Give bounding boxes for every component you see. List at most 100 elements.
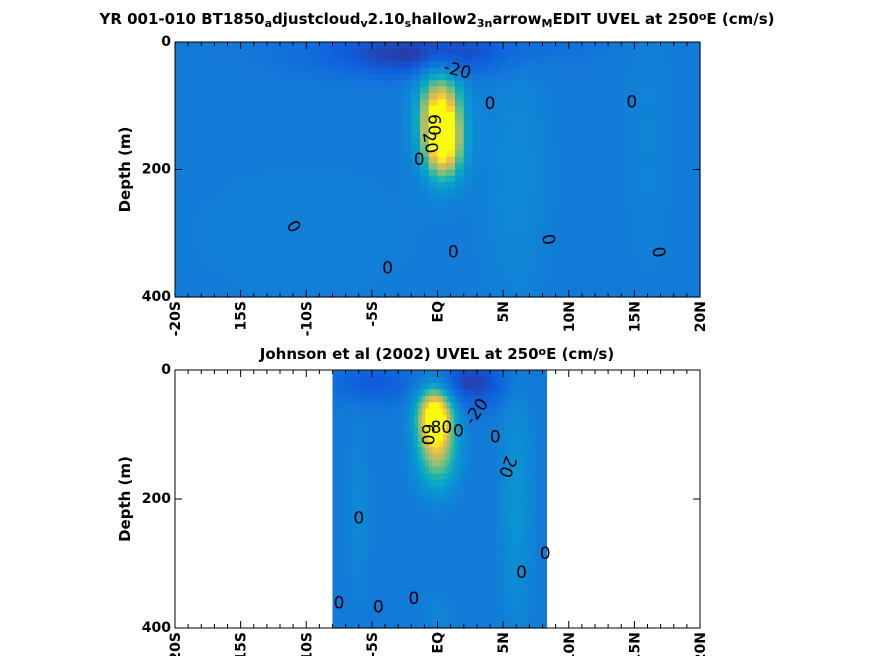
heatmap-cell bbox=[376, 124, 386, 132]
heatmap-cell bbox=[339, 473, 344, 481]
x-tick-label: 15N bbox=[627, 301, 643, 332]
heatmap-cell bbox=[402, 156, 412, 164]
heatmap-cell bbox=[471, 486, 476, 494]
heatmap-cell bbox=[227, 118, 237, 126]
heatmap-cell bbox=[350, 118, 360, 126]
heatmap-cell bbox=[446, 61, 456, 69]
heatmap-cell bbox=[568, 112, 579, 120]
heatmap-cell bbox=[481, 105, 491, 113]
heatmap-cell bbox=[621, 233, 631, 241]
heatmap-cell bbox=[472, 252, 482, 260]
heatmap-cell bbox=[568, 220, 579, 228]
heatmap-cell bbox=[371, 544, 376, 552]
heatmap-cell bbox=[403, 382, 408, 390]
heatmap-cell bbox=[577, 220, 587, 228]
heatmap-cell bbox=[332, 550, 337, 558]
heatmap-cell bbox=[420, 156, 430, 164]
heatmap-cell bbox=[367, 118, 377, 126]
heatmap-cell bbox=[376, 48, 386, 56]
heatmap-cell bbox=[435, 595, 441, 603]
heatmap-cell bbox=[361, 447, 366, 455]
heatmap-cell bbox=[323, 118, 334, 126]
heatmap-cell bbox=[586, 252, 596, 260]
heatmap-cell bbox=[542, 67, 552, 75]
heatmap-cell bbox=[253, 214, 264, 222]
heatmap-cell bbox=[339, 557, 344, 565]
heatmap-cell bbox=[358, 137, 369, 145]
heatmap-cell bbox=[516, 118, 526, 126]
heatmap-cell bbox=[361, 434, 366, 442]
heatmap-cell bbox=[507, 421, 512, 429]
heatmap-cell bbox=[514, 440, 519, 448]
heatmap-cell bbox=[385, 376, 391, 384]
heatmap-cell bbox=[510, 602, 515, 610]
heatmap-cell bbox=[467, 531, 473, 539]
heatmap-cell bbox=[475, 544, 480, 552]
heatmap-cell bbox=[471, 460, 476, 468]
heatmap-cell bbox=[403, 589, 408, 597]
heatmap-cell bbox=[467, 415, 473, 423]
heatmap-cell bbox=[396, 537, 401, 545]
heatmap-cell bbox=[357, 389, 362, 397]
heatmap-cell bbox=[463, 252, 474, 260]
heatmap-cell bbox=[551, 93, 561, 100]
heatmap-cell bbox=[236, 188, 246, 196]
heatmap-cell bbox=[577, 226, 587, 234]
heatmap-cell bbox=[428, 434, 433, 442]
heatmap-cell bbox=[175, 156, 185, 164]
heatmap-cell bbox=[528, 447, 533, 455]
heatmap-cell bbox=[350, 233, 360, 241]
heatmap-cell bbox=[691, 54, 701, 62]
heatmap-cell bbox=[428, 188, 439, 196]
heatmap-cell bbox=[510, 563, 515, 571]
heatmap-cell bbox=[510, 511, 515, 519]
heatmap-cell bbox=[361, 576, 366, 584]
chart-title: YR 001-010 BT1850adjustcloudv2.10shallow… bbox=[98, 10, 774, 31]
heatmap-cell bbox=[507, 239, 517, 247]
heatmap-cell bbox=[357, 382, 362, 390]
heatmap-cell bbox=[525, 271, 535, 279]
heatmap-cell bbox=[402, 207, 412, 215]
heatmap-cell bbox=[236, 246, 246, 253]
heatmap-cell bbox=[400, 382, 405, 390]
heatmap-cell bbox=[414, 550, 419, 558]
heatmap-cell bbox=[371, 531, 376, 539]
heatmap-cell bbox=[621, 124, 631, 132]
heatmap-cell bbox=[485, 563, 490, 571]
heatmap-cell bbox=[175, 86, 185, 94]
heatmap-cell bbox=[183, 175, 194, 183]
heatmap-cell bbox=[175, 277, 185, 285]
heatmap-cell bbox=[464, 453, 469, 461]
heatmap-cell bbox=[201, 112, 211, 120]
heatmap-cell bbox=[500, 511, 505, 519]
heatmap-cell bbox=[306, 54, 316, 62]
heatmap-cell bbox=[364, 589, 369, 597]
heatmap-cell bbox=[323, 67, 334, 75]
heatmap-cell bbox=[385, 537, 391, 545]
heatmap-cell bbox=[357, 582, 362, 590]
heatmap-cell bbox=[385, 402, 391, 410]
heatmap-cell bbox=[323, 54, 334, 62]
heatmap-cell bbox=[514, 569, 519, 577]
heatmap-cell bbox=[410, 537, 416, 545]
heatmap-cell bbox=[361, 608, 366, 616]
heatmap-cell bbox=[521, 479, 526, 487]
heatmap-cell bbox=[375, 479, 380, 487]
heatmap-cell bbox=[288, 156, 299, 164]
heatmap-cell bbox=[332, 395, 337, 403]
heatmap-cell bbox=[371, 466, 376, 474]
heatmap-cell bbox=[364, 382, 369, 390]
heatmap-cell bbox=[367, 195, 377, 202]
heatmap-cell bbox=[425, 434, 430, 442]
heatmap-cell bbox=[414, 608, 419, 616]
heatmap-cell bbox=[453, 602, 458, 610]
heatmap-cell bbox=[500, 524, 505, 532]
heatmap-cell bbox=[236, 112, 246, 120]
heatmap-cell bbox=[375, 615, 380, 623]
heatmap-cell bbox=[460, 382, 466, 390]
heatmap-cell bbox=[376, 265, 386, 273]
heatmap-cell bbox=[510, 518, 515, 526]
heatmap-cell bbox=[533, 195, 544, 202]
heatmap-cell bbox=[542, 61, 552, 69]
heatmap-cell bbox=[471, 389, 476, 397]
